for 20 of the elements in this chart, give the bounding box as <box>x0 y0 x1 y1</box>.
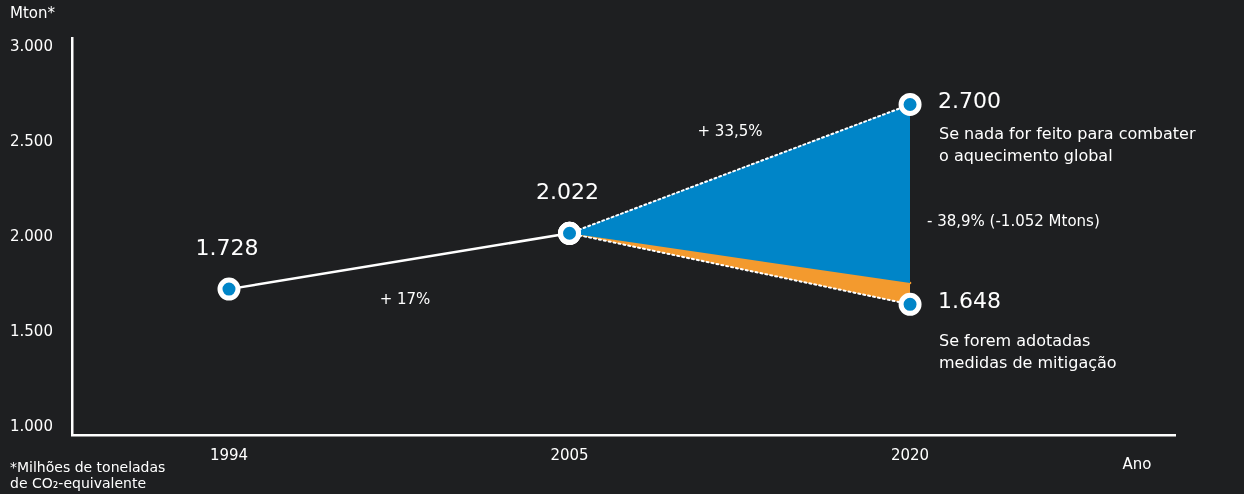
y-tick-label: 3.000 <box>10 37 53 56</box>
y-tick-label: 2.500 <box>10 132 53 151</box>
x-tick-label: 2005 <box>550 445 589 464</box>
text: *Milhões de toneladas de CO₂-equivalente <box>10 458 166 491</box>
annotation: Se forem adotadas medidas de mitigação <box>939 331 1117 373</box>
data-label: 2.022 <box>536 178 600 204</box>
y-tick-label: 2.000 <box>10 227 53 246</box>
annotation: Se nada for feito para combater o aquecimento global <box>939 124 1196 166</box>
x-tick-label: 1994 <box>209 445 249 464</box>
y-tick-label: 1.000 <box>10 417 53 436</box>
x-tick-label: 2020 <box>890 445 930 464</box>
y-tick-label: 1.500 <box>10 322 53 341</box>
data-label: 1.648 <box>938 288 1002 314</box>
annotation: + 17% <box>379 289 431 308</box>
data-label: 1.728 <box>195 234 259 260</box>
annotation: + 33,5% <box>697 121 763 140</box>
y-axis-title: Mton* <box>10 3 56 22</box>
data-label: 2.700 <box>938 88 1002 114</box>
x-axis-title: Ano <box>1122 454 1152 473</box>
annotation: - 38,9% (-1.052 Mtons) <box>927 211 1100 230</box>
